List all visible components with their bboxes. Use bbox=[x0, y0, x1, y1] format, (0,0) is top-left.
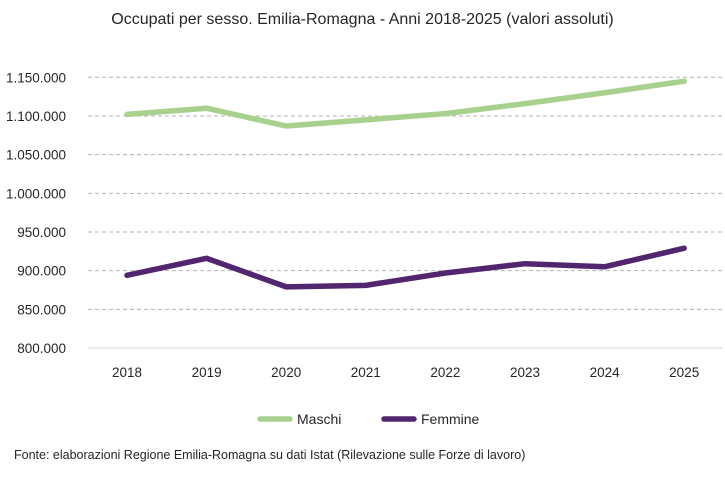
y-tick-label: 800.000 bbox=[17, 341, 66, 356]
x-tick-label: 2022 bbox=[430, 365, 460, 380]
y-tick-label: 1.100.000 bbox=[6, 109, 66, 124]
x-tick-label: 2024 bbox=[590, 365, 621, 380]
y-tick-label: 950.000 bbox=[17, 225, 66, 240]
chart-title: Occupati per sesso. Emilia-Romagna - Ann… bbox=[111, 11, 614, 28]
x-tick-label: 2019 bbox=[192, 365, 222, 380]
y-tick-label: 850.000 bbox=[17, 302, 66, 317]
series-line-maschi bbox=[124, 78, 687, 129]
series-line-femmine bbox=[124, 245, 687, 290]
x-tick-label: 2021 bbox=[351, 365, 381, 380]
y-tick-label: 1.000.000 bbox=[6, 186, 66, 201]
x-tick-label: 2020 bbox=[271, 365, 301, 380]
x-tick-label: 2023 bbox=[510, 365, 540, 380]
x-tick-label: 2018 bbox=[112, 365, 142, 380]
y-tick-label: 1.050.000 bbox=[6, 148, 66, 163]
legend-label: Femmine bbox=[421, 411, 480, 427]
y-tick-label: 1.150.000 bbox=[6, 70, 66, 85]
line-chart: 800.000 850.000 900.000 950.000 1.000.000 1.0… bbox=[6, 70, 723, 427]
source-note: Fonte: elaborazioni Regione Emilia-Romag… bbox=[14, 448, 526, 462]
y-tick-label: 900.000 bbox=[17, 264, 66, 279]
legend-label: Maschi bbox=[297, 411, 341, 427]
x-tick-label: 2025 bbox=[669, 365, 699, 380]
